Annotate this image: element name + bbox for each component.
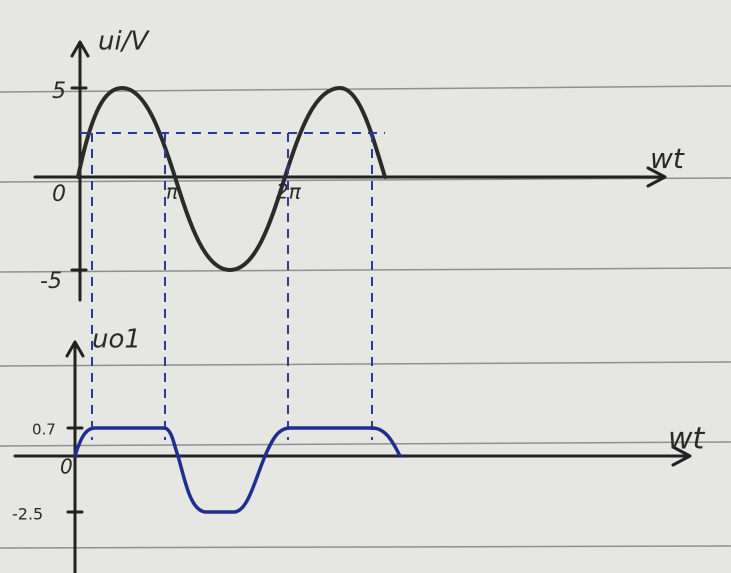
tick-label: -2.5	[12, 505, 43, 524]
y-label: uo1	[92, 325, 141, 355]
tick-label: 5	[52, 79, 66, 104]
y-label: ui/V	[98, 27, 150, 57]
x-label: wt	[668, 422, 706, 457]
tick-label: π	[166, 180, 179, 204]
paper	[0, 0, 731, 573]
tick-label: -5	[40, 269, 62, 294]
origin-label: 0	[60, 455, 73, 479]
origin-label: 0	[52, 182, 66, 207]
diagram: ui/V 5 0 -5 π 2π wt uo1 0.7 0 -2.5 wt	[0, 0, 731, 573]
x-label: wt	[650, 142, 685, 175]
tick-label: 0.7	[32, 421, 56, 439]
